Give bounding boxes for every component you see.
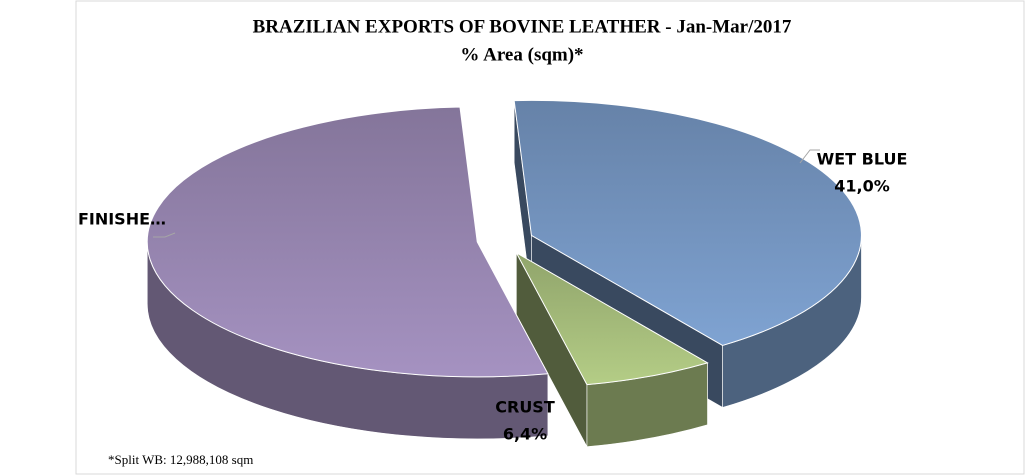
chart-subtitle: % Area (sqm)*: [460, 44, 583, 65]
footnote: *Split WB: 12,988,108 sqm: [108, 452, 253, 467]
category-label: FINISHE…: [78, 210, 166, 229]
category-label: CRUST: [495, 398, 555, 417]
value-label: 6,4%: [503, 425, 547, 444]
leader-line: [153, 232, 176, 238]
tops: [146, 99, 862, 386]
leader-line: [799, 149, 820, 164]
slice: [515, 251, 709, 386]
value-label: 41,0%: [834, 177, 890, 196]
category-label: WET BLUE: [817, 150, 908, 169]
chart-title: BRAZILIAN EXPORTS OF BOVINE LEATHER - Ja…: [253, 16, 792, 37]
slice: [513, 99, 862, 346]
slice: [146, 106, 549, 378]
